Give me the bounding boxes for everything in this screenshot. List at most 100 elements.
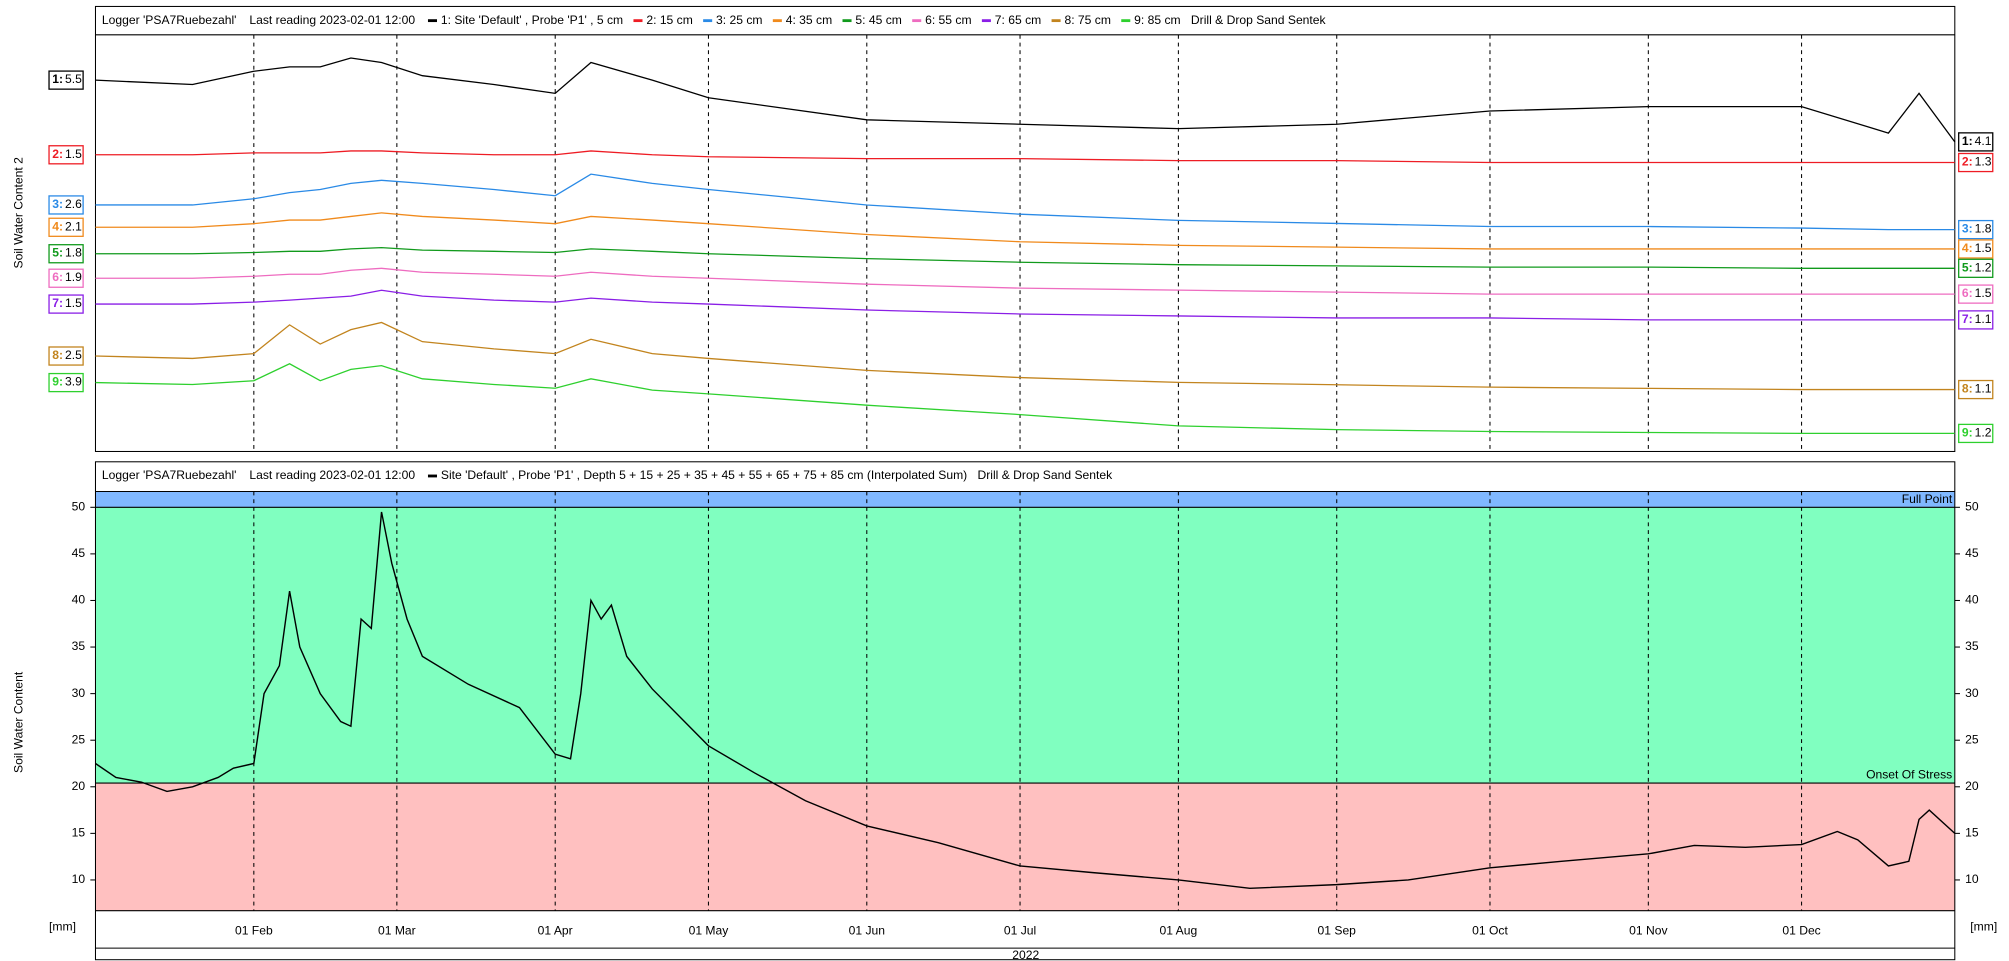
- value-label-start: 5: 1.8: [52, 246, 82, 260]
- y-tick-label: 50: [1965, 500, 1979, 514]
- series-value: 2.1: [65, 219, 82, 233]
- value-box-end: [1958, 152, 1994, 173]
- series-tag: 8:: [52, 348, 63, 362]
- series-value: 1.9: [65, 270, 82, 284]
- x-tick-label: 01 Jun: [849, 924, 885, 938]
- series-line: [95, 173, 1955, 231]
- value-box-end: [1958, 258, 1994, 278]
- y-tick-label: 45: [1965, 546, 1979, 560]
- series-line: [95, 267, 1955, 295]
- series-tag: 4:: [52, 219, 63, 233]
- y-unit: [mm]: [49, 920, 76, 934]
- x-tick-label: 01 Apr: [538, 924, 573, 938]
- header-note: Drill & Drop Sand Sentek: [1191, 13, 1327, 27]
- value-box-end: [1958, 132, 1994, 152]
- value-label-end: 4: 1.5: [1962, 241, 1992, 255]
- legend-label: 2: 15 cm: [646, 13, 692, 27]
- x-tick-label: 01 Dec: [1782, 924, 1820, 938]
- x-tick-label: 01 Feb: [235, 924, 273, 938]
- zone: [95, 491, 1955, 508]
- value-box-end: [1958, 423, 1994, 444]
- value-box-end: [1958, 284, 1994, 304]
- value-label-end: 3: 1.8: [1962, 222, 1992, 236]
- value-box-start: [48, 70, 84, 90]
- y-tick-label: 35: [1965, 639, 1979, 653]
- y-tick-label: 10: [72, 872, 86, 886]
- y-tick-label: 15: [72, 826, 86, 840]
- y-tick-label: 20: [1965, 779, 1979, 793]
- value-box-start: [48, 244, 84, 264]
- series-tag: 6:: [1962, 286, 1973, 300]
- series-value: 1.8: [65, 246, 82, 260]
- series-tag: 9:: [52, 375, 63, 389]
- series-tag: 6:: [52, 270, 63, 284]
- series-value: 4.1: [1975, 134, 1992, 148]
- y-unit: [mm]: [1970, 920, 1997, 934]
- header-subtitle: Last reading 2023-02-01 12:00: [249, 13, 415, 27]
- legend-label: 5: 45 cm: [855, 13, 901, 27]
- series-value: 1.2: [1975, 426, 1992, 440]
- level-label: Onset Of Stress: [1866, 768, 1952, 782]
- y-tick-label: 30: [1965, 686, 1979, 700]
- series-value: 1.5: [65, 296, 82, 310]
- series-value: 1.2: [1975, 261, 1992, 275]
- x-tick-label: 01 Sep: [1318, 924, 1357, 938]
- x-tick-label: 01 Oct: [1472, 924, 1508, 938]
- x-tick-label: 01 Aug: [1160, 924, 1198, 938]
- series-value: 1.5: [65, 147, 82, 161]
- x-tick-label: 01 Nov: [1629, 924, 1668, 938]
- value-label-start: 1: 5.5: [52, 72, 82, 86]
- y-tick-label: 40: [1965, 593, 1979, 607]
- value-label-start: 4: 2.1: [52, 219, 82, 233]
- y-tick-label: 25: [72, 732, 86, 746]
- series-tag: 3:: [1962, 222, 1973, 236]
- value-box-start: [48, 217, 84, 237]
- series-line: [95, 363, 1955, 435]
- y-tick-label: 15: [1965, 826, 1979, 840]
- series-tag: 1:: [52, 72, 63, 86]
- panel-frame: [94, 461, 1956, 961]
- value-label-start: 8: 2.5: [52, 348, 82, 362]
- value-label-start: 7: 1.5: [52, 296, 82, 310]
- value-label-end: 8: 1.1: [1962, 382, 1992, 396]
- series-value: 1.5: [1975, 241, 1992, 255]
- value-label-start: 2: 1.5: [52, 147, 82, 161]
- series-line: [95, 321, 1955, 391]
- series-tag: 4:: [1962, 241, 1973, 255]
- x-tick-label: 01 May: [689, 924, 730, 938]
- series-value: 2.6: [65, 197, 82, 211]
- legend-label: 3: 25 cm: [716, 13, 762, 27]
- series-value: 1.5: [1975, 286, 1992, 300]
- series-value: 1.8: [1975, 222, 1992, 236]
- y-tick-label: 30: [72, 686, 86, 700]
- series-tag: 1:: [1962, 134, 1973, 148]
- value-box-end: [1958, 219, 1994, 240]
- value-label-start: 9: 3.9: [52, 375, 82, 389]
- value-label-end: 1: 4.1: [1962, 134, 1992, 148]
- y-tick-label: 10: [1965, 872, 1979, 886]
- series-tag: 9:: [1962, 426, 1973, 440]
- value-box-start: [48, 294, 84, 314]
- series-line: [95, 57, 1956, 143]
- y-tick-label: 50: [72, 500, 86, 514]
- header-note: Drill & Drop Sand Sentek: [978, 468, 1114, 482]
- y-tick-label: 25: [1965, 732, 1979, 746]
- x-tick-label: 01 Mar: [378, 924, 416, 938]
- legend-label: Site 'Default' , Probe 'P1' , Depth 5 + …: [441, 468, 967, 482]
- value-label-end: 6: 1.5: [1962, 286, 1992, 300]
- value-box-start: [48, 372, 84, 393]
- y-axis-title: Soil Water Content: [12, 671, 26, 773]
- y-axis-title: Soil Water Content 2: [12, 157, 26, 269]
- series-tag: 7:: [52, 296, 63, 310]
- y-tick-label: 35: [72, 639, 86, 653]
- header-subtitle: Last reading 2023-02-01 12:00: [249, 468, 415, 482]
- series-value: 1.1: [1975, 382, 1992, 396]
- value-label-start: 3: 2.6: [52, 197, 82, 211]
- zone: [95, 507, 1955, 784]
- series-value: 1.1: [1975, 312, 1992, 326]
- value-label-start: 6: 1.9: [52, 270, 82, 284]
- value-box-end: [1958, 239, 1994, 259]
- value-box-end: [1958, 310, 1994, 330]
